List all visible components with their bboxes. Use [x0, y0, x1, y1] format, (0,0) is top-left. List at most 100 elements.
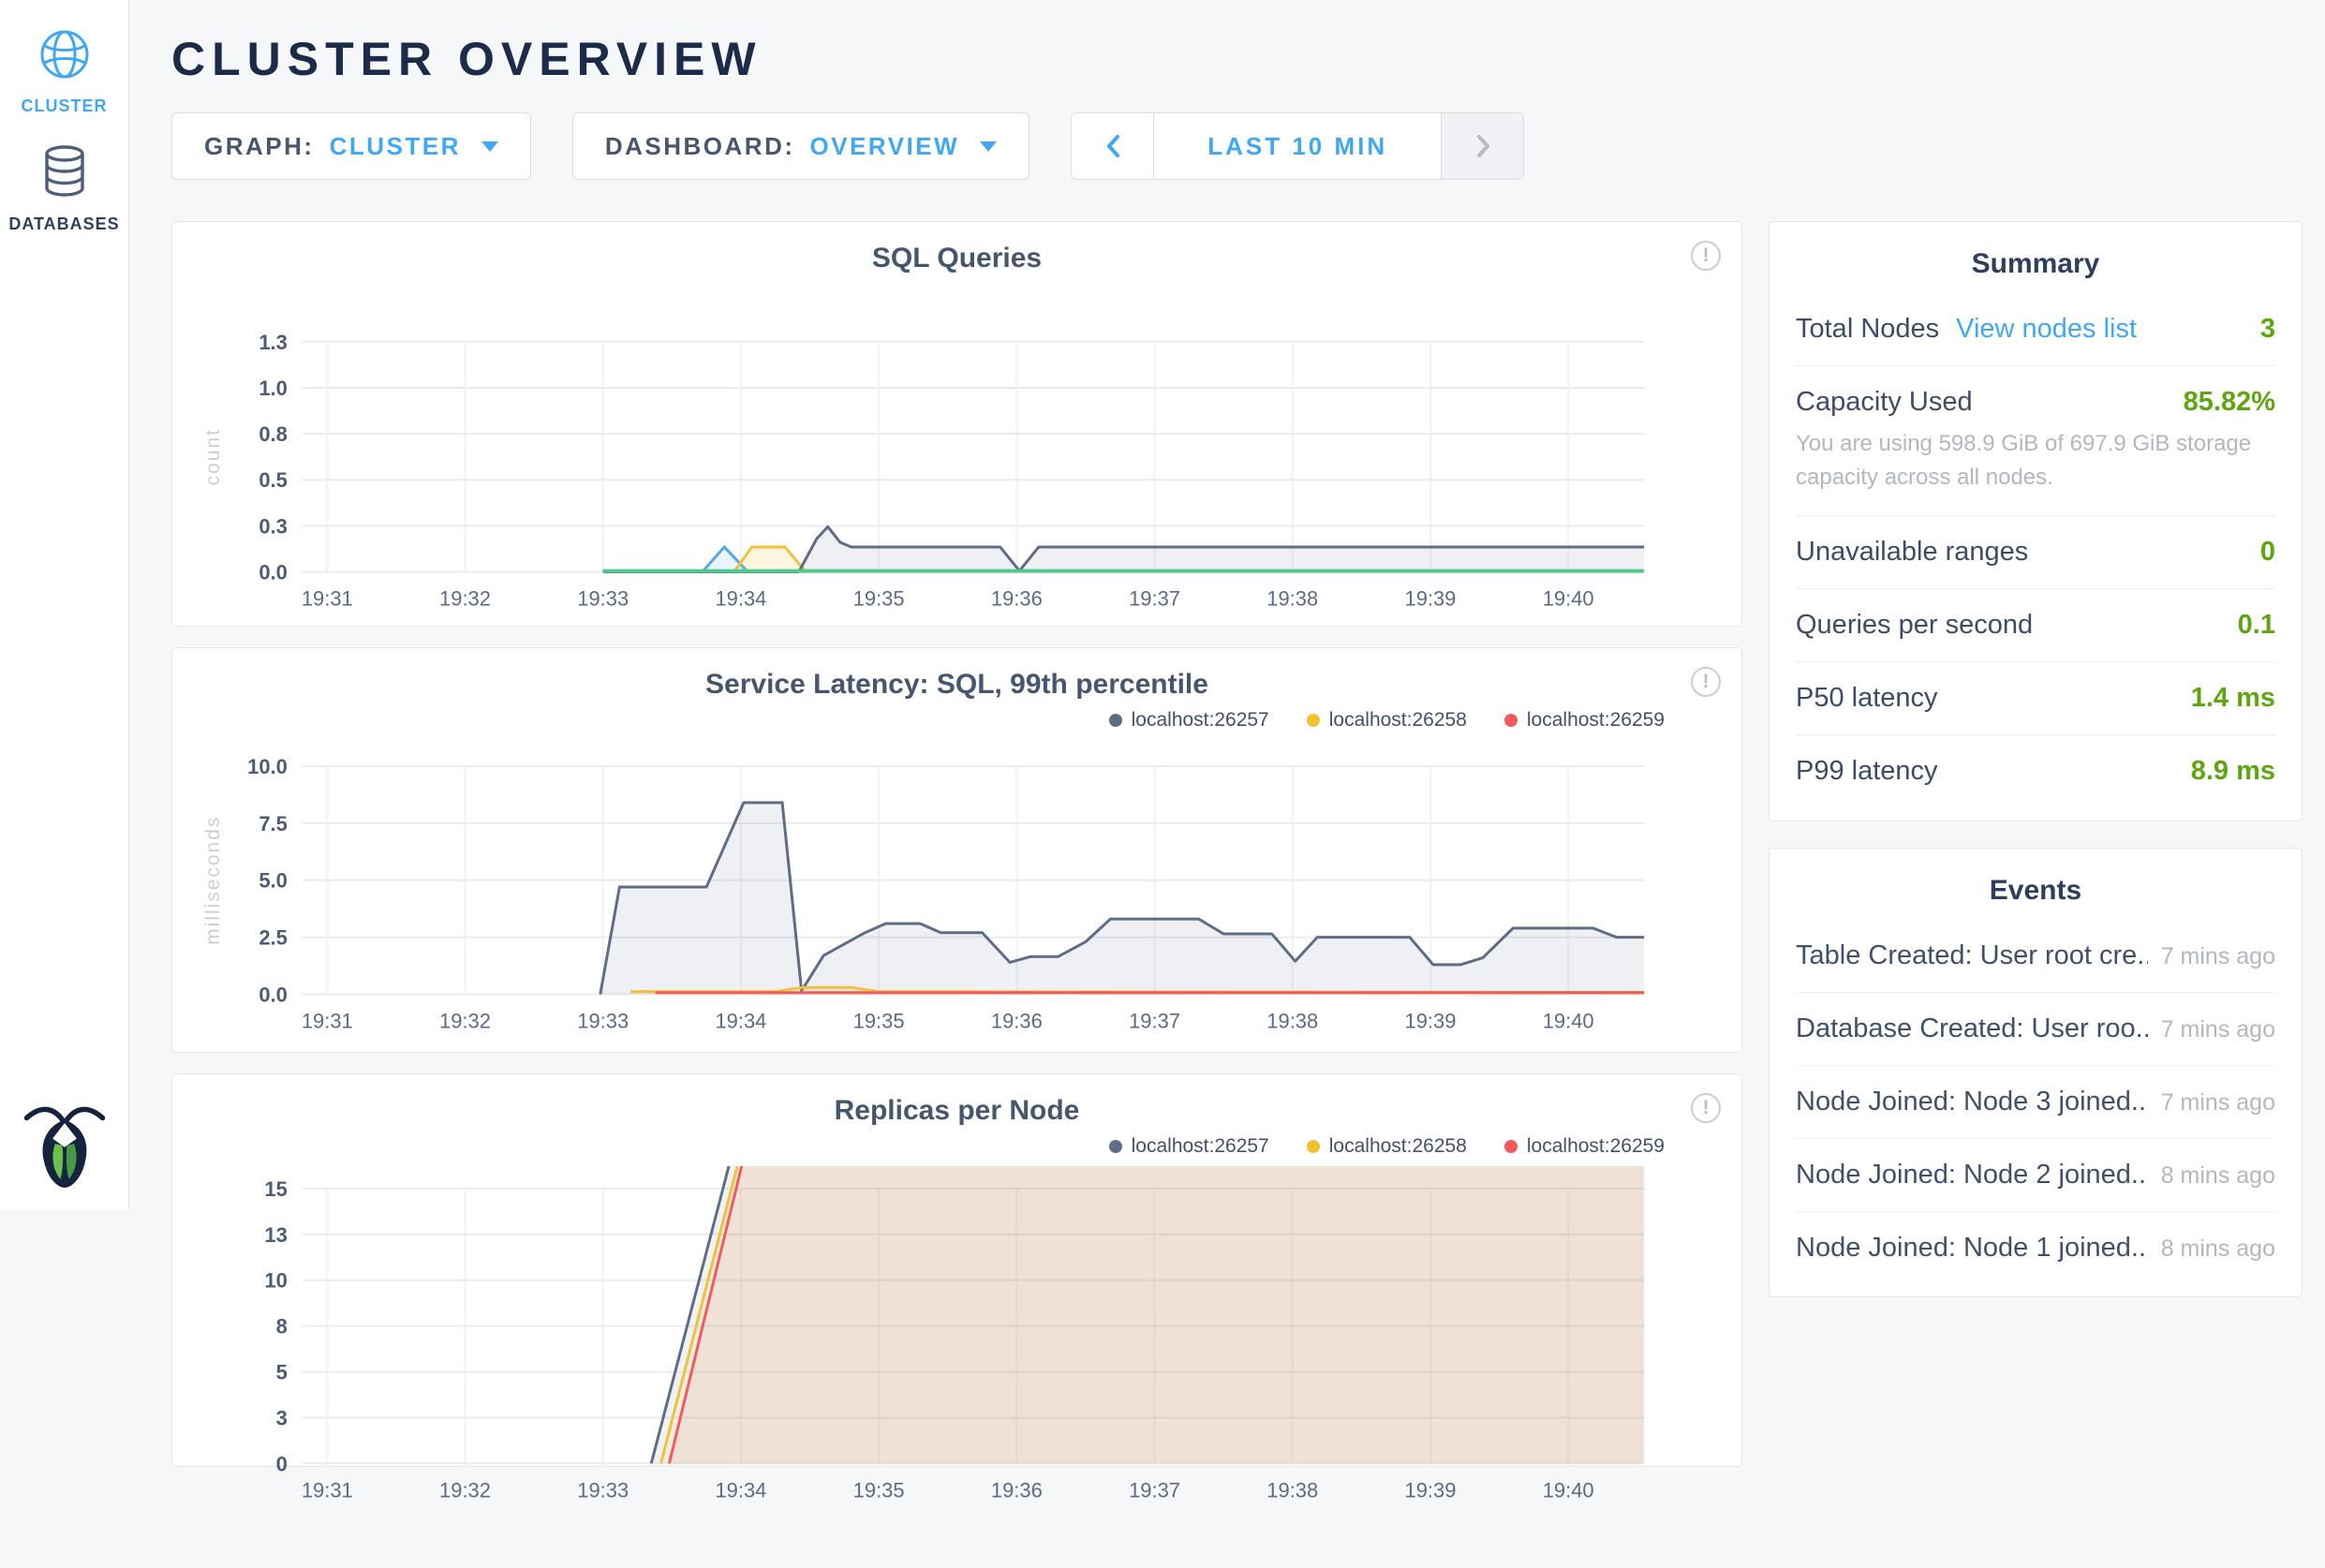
event-row[interactable]: Node Joined: Node 3 joined... 7 mins ago: [1796, 1065, 2275, 1138]
svg-text:19:31: 19:31: [302, 1009, 353, 1032]
legend-item: localhost:26258: [1307, 709, 1467, 732]
graph-dropdown[interactable]: GRAPH: CLUSTER: [171, 112, 531, 180]
svg-text:0.0: 0.0: [259, 983, 288, 1006]
legend-item: localhost:26257: [1109, 709, 1269, 732]
svg-text:7.5: 7.5: [259, 812, 288, 836]
event-label: Database Created: User roo...: [1796, 1013, 2148, 1044]
summary-row-p99-latency: P99 latency 8.9 ms: [1796, 734, 2275, 807]
sidebar-item-databases[interactable]: DATABASES: [0, 144, 128, 234]
event-label: Node Joined: Node 2 joined...: [1796, 1160, 2148, 1191]
event-row[interactable]: Node Joined: Node 1 joined... 8 mins ago: [1796, 1211, 2275, 1284]
chart-title: Replicas per Node: [195, 1095, 1719, 1127]
svg-text:2.5: 2.5: [259, 926, 288, 950]
service-latency-chart[interactable]: 19:3119:3219:3319:3419:3519:3619:3719:38…: [195, 740, 1719, 1048]
time-range-selector: LAST 10 MIN: [1071, 112, 1524, 180]
svg-text:19:37: 19:37: [1129, 1009, 1180, 1032]
event-time: 8 mins ago: [2161, 1162, 2275, 1190]
dashboard-dropdown[interactable]: DASHBOARD: OVERVIEW: [572, 112, 1029, 180]
event-label: Table Created: User root cre...: [1796, 940, 2148, 971]
svg-text:19:40: 19:40: [1543, 1478, 1594, 1501]
time-range-next-button[interactable]: [1441, 113, 1523, 179]
svg-text:3: 3: [276, 1406, 288, 1429]
summary-row-capacity-used: Capacity Used 85.82% You are using 598.9…: [1796, 365, 2275, 515]
svg-text:19:35: 19:35: [853, 1009, 905, 1032]
summary-row-total-nodes: Total Nodes View nodes list 3: [1796, 293, 2275, 365]
svg-text:19:36: 19:36: [991, 586, 1043, 610]
dashboard-dropdown-label: DASHBOARD:: [605, 132, 795, 161]
event-time: 8 mins ago: [2161, 1235, 2275, 1263]
sidebar-item-cluster[interactable]: CLUSTER: [0, 28, 128, 116]
summary-label: Capacity Used: [1796, 387, 1973, 418]
svg-text:19:36: 19:36: [991, 1009, 1043, 1032]
svg-text:19:36: 19:36: [991, 1478, 1043, 1501]
svg-text:19:40: 19:40: [1543, 1009, 1594, 1032]
svg-text:19:34: 19:34: [715, 586, 766, 610]
globe-icon: [38, 28, 91, 85]
svg-text:19:34: 19:34: [715, 1009, 766, 1032]
summary-value: 0.1: [2238, 610, 2275, 641]
event-time: 7 mins ago: [2161, 1016, 2275, 1043]
main-content: CLUSTER OVERVIEW GRAPH: CLUSTER DASHBOAR…: [130, 0, 2325, 1210]
time-range-value[interactable]: LAST 10 MIN: [1154, 113, 1441, 179]
graph-dropdown-value: CLUSTER: [330, 132, 461, 161]
summary-label: Unavailable ranges: [1796, 537, 2028, 568]
legend-item: localhost:26257: [1109, 1135, 1269, 1158]
svg-text:10.0: 10.0: [247, 755, 288, 778]
svg-text:19:35: 19:35: [853, 1478, 905, 1501]
svg-text:0.5: 0.5: [259, 468, 288, 492]
time-range-prev-button[interactable]: [1072, 113, 1154, 179]
svg-text:19:37: 19:37: [1129, 1478, 1180, 1501]
events-title: Events: [1770, 849, 2302, 920]
summary-label: Total Nodes: [1796, 314, 1939, 345]
dashboard-dropdown-value: OVERVIEW: [810, 132, 960, 161]
svg-text:1.3: 1.3: [259, 331, 288, 354]
chart-title: Service Latency: SQL, 99th percentile: [195, 669, 1719, 701]
right-column: Summary Total Nodes View nodes list 3 Ca…: [1769, 221, 2303, 1297]
view-nodes-list-link[interactable]: View nodes list: [1956, 314, 2137, 345]
svg-text:19:39: 19:39: [1405, 1009, 1457, 1032]
summary-value: 85.82%: [2184, 387, 2275, 418]
svg-text:19:38: 19:38: [1266, 586, 1318, 610]
sidebar-item-label: DATABASES: [8, 214, 119, 234]
svg-text:19:39: 19:39: [1405, 1478, 1457, 1501]
legend-dot-icon: [1109, 714, 1122, 727]
charts-column: SQL Queries ! 19:3119:3219:3319:3419:351…: [171, 221, 1742, 1467]
event-row[interactable]: Table Created: User root cre... 7 mins a…: [1796, 920, 2275, 992]
event-time: 7 mins ago: [2161, 943, 2275, 970]
info-icon[interactable]: !: [1691, 241, 1721, 271]
summary-row-p50-latency: P50 latency 1.4 ms: [1796, 661, 2275, 734]
page-title: CLUSTER OVERVIEW: [171, 32, 2303, 86]
left-nav: CLUSTER DATABASES: [0, 0, 129, 1210]
summary-value: 0: [2260, 537, 2275, 568]
database-icon: [41, 144, 88, 203]
legend-dot-icon: [1504, 1140, 1518, 1153]
svg-text:19:38: 19:38: [1266, 1478, 1318, 1501]
svg-text:19:32: 19:32: [439, 1478, 491, 1501]
legend-item: localhost:26259: [1504, 709, 1665, 732]
sql-queries-chart[interactable]: 19:3119:3219:3319:3419:3519:3619:3719:38…: [195, 308, 1719, 626]
event-row[interactable]: Database Created: User roo... 7 mins ago: [1796, 992, 2275, 1065]
svg-text:19:33: 19:33: [577, 1009, 629, 1032]
info-icon[interactable]: !: [1691, 667, 1721, 697]
summary-row-unavailable-ranges: Unavailable ranges 0: [1796, 515, 2275, 588]
capacity-description: You are using 598.9 GiB of 697.9 GiB sto…: [1796, 427, 2275, 495]
legend-dot-icon: [1307, 1140, 1320, 1153]
svg-text:13: 13: [264, 1223, 287, 1247]
event-row[interactable]: Node Joined: Node 2 joined... 8 mins ago: [1796, 1138, 2275, 1211]
replicas-per-node-chart[interactable]: 19:3119:3219:3319:3419:3519:3619:3719:38…: [195, 1166, 1719, 1568]
chevron-right-icon: [1473, 130, 1493, 162]
svg-text:0.8: 0.8: [259, 422, 288, 446]
svg-text:19:33: 19:33: [577, 1478, 629, 1501]
events-panel: Events Table Created: User root cre... 7…: [1769, 848, 2303, 1297]
summary-label: P50 latency: [1796, 683, 1938, 714]
info-icon[interactable]: !: [1691, 1093, 1721, 1123]
event-label: Node Joined: Node 1 joined...: [1796, 1233, 2148, 1264]
summary-value: 8.9 ms: [2191, 756, 2275, 787]
svg-text:19:39: 19:39: [1404, 586, 1456, 610]
summary-label: P99 latency: [1796, 756, 1938, 787]
svg-text:19:37: 19:37: [1129, 586, 1180, 610]
summary-title: Summary: [1770, 222, 2302, 293]
summary-value: 1.4 ms: [2191, 683, 2275, 714]
svg-text:0: 0: [276, 1452, 288, 1475]
svg-text:19:34: 19:34: [715, 1478, 766, 1501]
